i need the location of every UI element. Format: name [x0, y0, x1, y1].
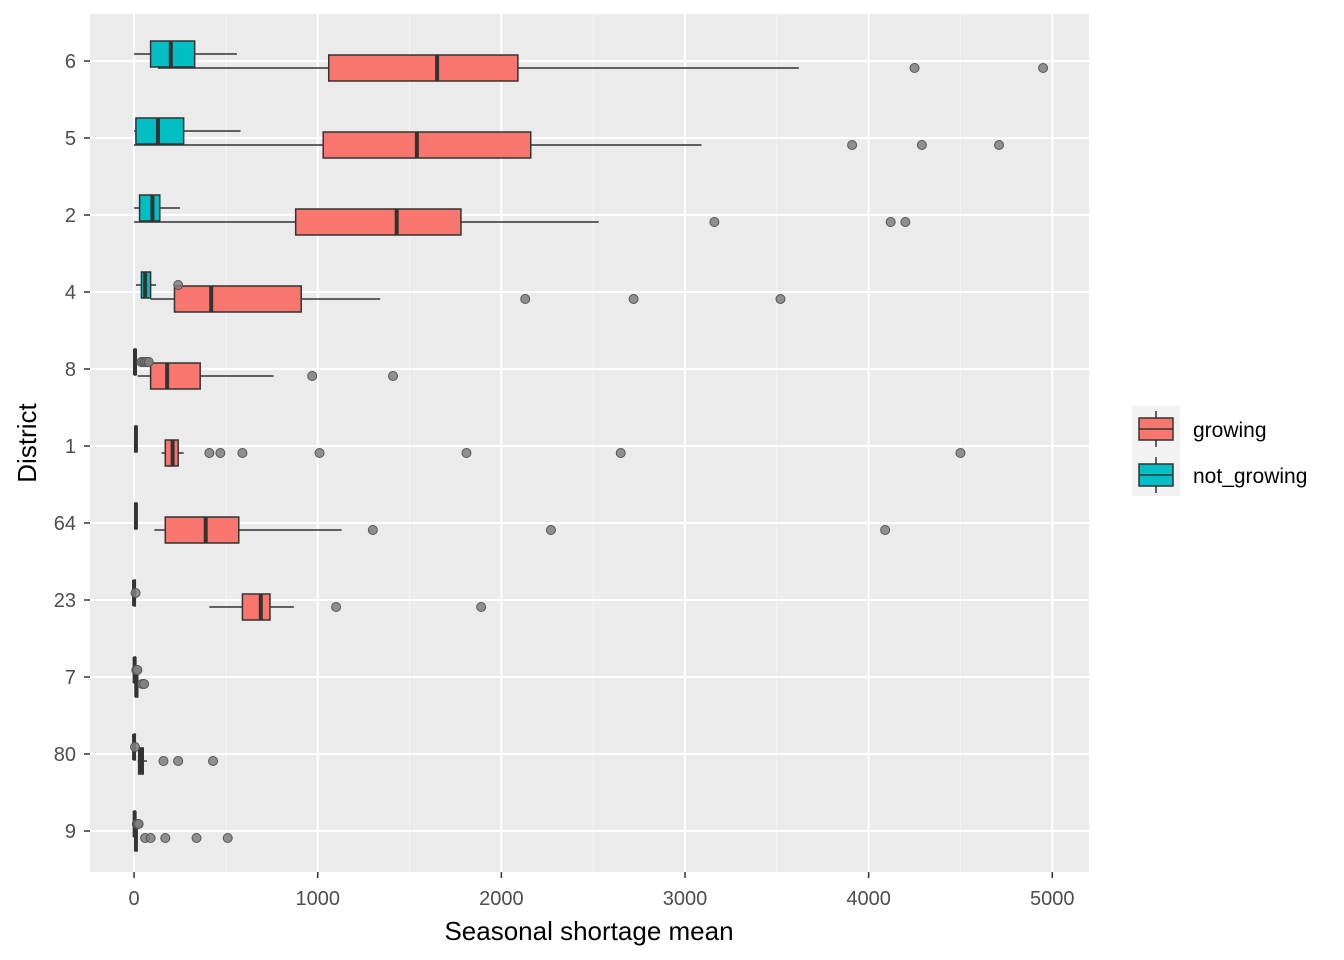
- box-not_growing-4: [135, 271, 184, 299]
- box-not_growing-2: [134, 194, 180, 222]
- outlier-point: [222, 833, 233, 843]
- outlier-point: [143, 357, 154, 367]
- outlier-point: [130, 588, 141, 598]
- box-iqr: [164, 516, 240, 544]
- outlier-point: [880, 525, 891, 535]
- y-axis-ticks: 6 5 2 4 8 1 64 23 7 80 9: [54, 51, 90, 843]
- box-iqr: [322, 131, 532, 159]
- outlier-point: [885, 217, 896, 227]
- y-tick-label: 5: [65, 128, 76, 150]
- outlier-point: [461, 448, 472, 458]
- outlier-point: [314, 448, 325, 458]
- box-not_growing-8: [132, 348, 154, 376]
- outlier-point: [709, 217, 720, 227]
- x-tick-label: 4000: [846, 888, 891, 910]
- box-iqr: [149, 362, 201, 390]
- box-not_growing-7: [131, 656, 143, 684]
- outlier-point: [909, 63, 920, 73]
- box-not_growing-5: [134, 117, 241, 145]
- x-axis-ticks: 0 1000 2000 3000 4000 5000: [129, 872, 1075, 910]
- outlier-point: [237, 448, 248, 458]
- box-growing-80: [137, 747, 219, 775]
- outlier-point: [847, 140, 858, 150]
- outlier-point: [173, 756, 184, 766]
- box-growing-5: [134, 131, 1005, 159]
- y-tick-label: 64: [54, 513, 76, 535]
- box-not_growing-1: [133, 425, 138, 453]
- outlier-point: [388, 371, 399, 381]
- box-not_growing-64: [133, 502, 138, 530]
- y-axis-title: District: [12, 403, 42, 483]
- y-tick-label: 7: [65, 667, 76, 689]
- outlier-point: [191, 833, 202, 843]
- outlier-point: [615, 448, 626, 458]
- y-tick-label: 1: [65, 436, 76, 458]
- outlier-point: [133, 819, 144, 829]
- outlier-point: [994, 140, 1005, 150]
- outlier-point: [955, 448, 966, 458]
- legend: growing not_growing: [1132, 406, 1307, 496]
- x-tick-label: 2000: [479, 888, 524, 910]
- outlier-point: [1038, 63, 1049, 73]
- outlier-point: [545, 525, 556, 535]
- outlier-point: [476, 602, 487, 612]
- outlier-point: [129, 742, 140, 752]
- box-iqr: [294, 208, 462, 236]
- x-tick-label: 1000: [295, 888, 340, 910]
- x-tick-label: 3000: [663, 888, 708, 910]
- outlier-point: [215, 448, 226, 458]
- x-tick-label: 0: [129, 888, 140, 910]
- outlier-point: [204, 448, 215, 458]
- grid-major: [90, 14, 1089, 872]
- box-iqr: [173, 285, 302, 313]
- plot-panel: [90, 14, 1089, 872]
- box-not_growing-9: [131, 810, 144, 838]
- outlier-point: [628, 294, 639, 304]
- box-growing-1: [161, 439, 966, 467]
- box-growing-64: [154, 516, 891, 544]
- box-growing-6: [157, 54, 1049, 82]
- box-marks: [129, 40, 1049, 852]
- outlier-point: [158, 756, 169, 766]
- outlier-point: [916, 140, 927, 150]
- legend-label: growing: [1193, 419, 1267, 442]
- legend-entry-growing: growing: [1138, 411, 1267, 447]
- x-axis-title: Seasonal shortage mean: [444, 916, 733, 946]
- outlier-point: [132, 665, 143, 675]
- outlier-point: [900, 217, 911, 227]
- outlier-point: [173, 280, 184, 290]
- y-tick-label: 80: [54, 744, 76, 766]
- outlier-point: [139, 679, 150, 689]
- y-tick-label: 9: [65, 821, 76, 843]
- box-iqr: [327, 54, 519, 82]
- legend-label: not_growing: [1193, 465, 1307, 488]
- x-tick-label: 5000: [1030, 888, 1075, 910]
- outlier-point: [775, 294, 786, 304]
- y-tick-label: 6: [65, 51, 76, 73]
- outlier-point: [331, 602, 342, 612]
- box-iqr: [241, 593, 271, 621]
- y-tick-label: 8: [65, 359, 76, 381]
- y-tick-label: 23: [54, 590, 76, 612]
- outlier-point: [145, 833, 156, 843]
- box-iqr: [138, 194, 161, 222]
- box-growing-8: [137, 362, 399, 390]
- box-growing-2: [134, 208, 911, 236]
- outlier-point: [160, 833, 171, 843]
- outlier-point: [307, 371, 318, 381]
- outlier-point: [367, 525, 378, 535]
- box-not_growing-6: [134, 40, 237, 68]
- box-growing-4: [150, 285, 786, 313]
- outlier-point: [520, 294, 531, 304]
- box-not_growing-80: [129, 733, 140, 761]
- box-growing-23: [209, 593, 487, 621]
- y-tick-label: 4: [65, 282, 76, 304]
- legend-entry-not_growing: not_growing: [1138, 457, 1307, 493]
- box-not_growing-23: [130, 579, 141, 607]
- box-growing-9: [133, 824, 233, 852]
- outlier-point: [208, 756, 219, 766]
- y-tick-label: 2: [65, 205, 76, 227]
